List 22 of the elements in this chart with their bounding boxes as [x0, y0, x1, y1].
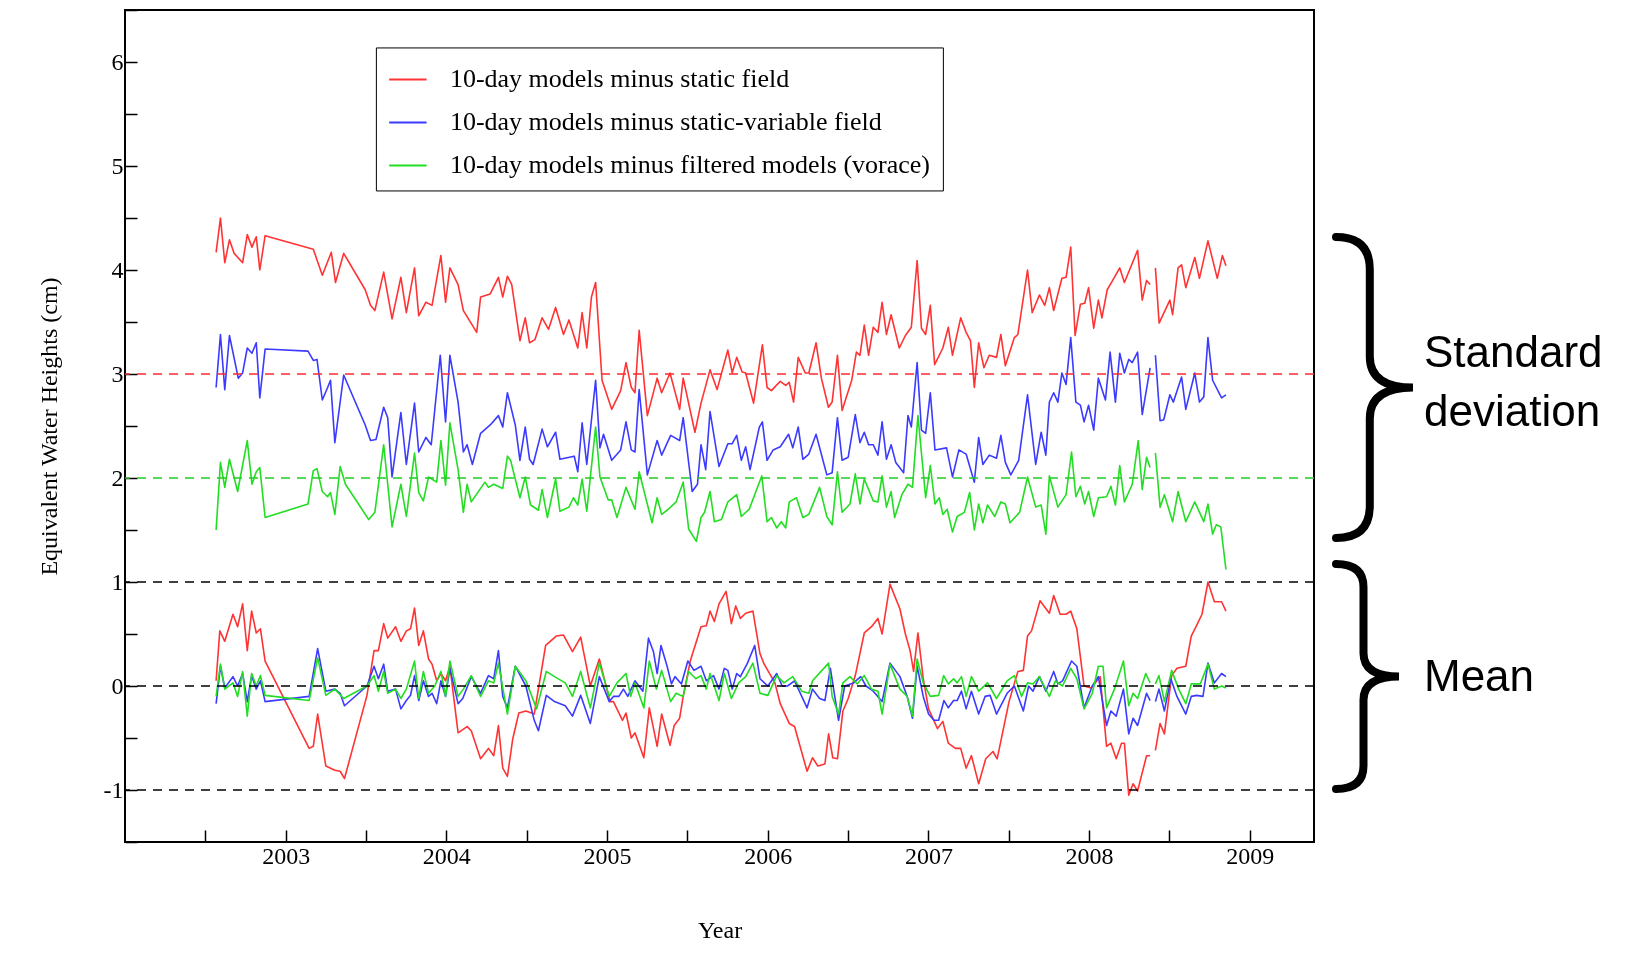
y-tick-label: 0: [111, 672, 124, 699]
x-tick-label: 2005: [583, 842, 632, 869]
x-tick-label: 2006: [744, 842, 793, 869]
legend-label: 10-day models minus static field: [449, 64, 790, 94]
y-tick-label: 4: [111, 256, 124, 283]
text: Standard deviation: [1424, 326, 1604, 438]
x-tick-label: 2004: [422, 842, 471, 869]
x-tick-label: 2007: [904, 842, 953, 869]
x-axis-title: Year: [697, 916, 743, 943]
y-tick-label: 5: [111, 152, 124, 179]
y-tick-label: 3: [111, 360, 124, 387]
y-axis-title: Equivalent Water Heights (cm): [35, 277, 62, 576]
y-tick-label: 6: [111, 48, 124, 75]
legend-label: 10-day models minus static-variable field: [449, 107, 882, 137]
y-tick-label: -1: [103, 776, 124, 803]
x-tick-label: 2008: [1065, 842, 1114, 869]
text: Mean: [1424, 650, 1536, 702]
legend-label: 10-day models minus filtered models (vorace): [449, 150, 931, 180]
y-tick-label: 1: [111, 568, 124, 595]
x-tick-label: 2009: [1226, 842, 1275, 869]
y-tick-label: 2: [111, 464, 124, 491]
x-tick-label: 2003: [262, 842, 311, 869]
